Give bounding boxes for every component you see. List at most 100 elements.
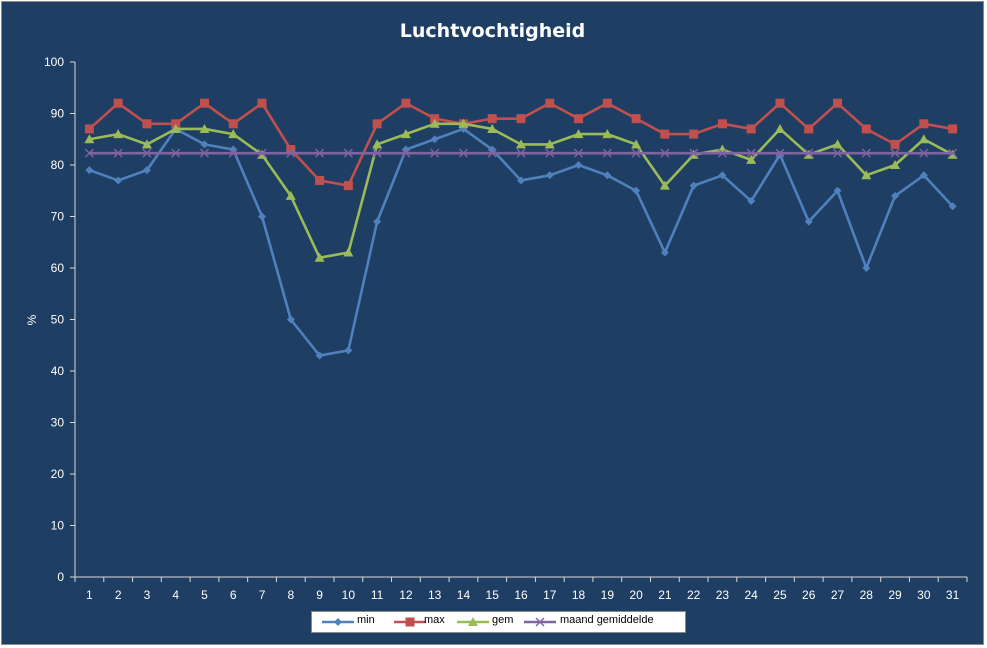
legend-label-max: max (424, 614, 445, 626)
x-tick-label: 30 (917, 588, 931, 602)
data-point-max (199, 98, 209, 108)
data-point-max (631, 114, 641, 124)
data-point-max (775, 98, 785, 108)
data-point-max (142, 119, 152, 129)
data-point-min (919, 171, 928, 180)
data-point-min (862, 264, 871, 272)
data-point-max (343, 181, 353, 191)
x-tick-label: 20 (629, 588, 643, 602)
data-point-max (804, 124, 814, 134)
data-point-min (517, 176, 525, 185)
data-point-min (258, 212, 267, 221)
data-point-maand-gemiddelde (746, 148, 756, 158)
data-point-max (516, 114, 526, 124)
series-line-min (88, 127, 954, 357)
data-point-min (718, 171, 727, 180)
data-point-maand-gemiddelde (84, 148, 94, 158)
x-tick-label: 25 (773, 588, 787, 602)
data-point-max (948, 124, 958, 134)
data-point-gem (544, 139, 555, 149)
data-point-max (574, 114, 584, 124)
data-point-max (372, 119, 382, 129)
chart-title: Luchtvochtigheid (399, 20, 586, 42)
x-tick-label: 26 (802, 588, 816, 602)
data-point-gem (573, 129, 584, 139)
x-tick-label: 6 (230, 588, 237, 602)
data-point-min (114, 176, 123, 185)
x-tick-label: 5 (201, 588, 208, 602)
data-point-maand-gemiddelde (487, 148, 497, 158)
y-tick-label: 40 (51, 364, 65, 378)
x-tick-label: 22 (687, 588, 701, 602)
data-point-gem (832, 139, 843, 149)
data-point-min (430, 135, 439, 144)
x-tick-label: 9 (316, 588, 323, 602)
data-point-min (804, 217, 813, 226)
data-point-maand-gemiddelde (199, 148, 210, 158)
data-point-maand-gemiddelde (631, 148, 641, 158)
legend-label-gem: gem (492, 614, 514, 626)
x-tick-label: 24 (745, 588, 759, 602)
data-point-maand-gemiddelde (660, 148, 670, 158)
data-point-min (545, 171, 554, 180)
y-tick-label: 70 (51, 210, 65, 224)
data-point-gem (199, 123, 210, 133)
legend-symbol-max (405, 617, 415, 627)
data-point-min (574, 161, 583, 169)
series-maand-gemiddelde (84, 148, 958, 158)
data-point-maand-gemiddelde (257, 148, 267, 158)
data-point-min (200, 140, 209, 149)
data-point-maand-gemiddelde (545, 148, 555, 158)
data-point-gem (285, 190, 296, 200)
data-point-gem (487, 123, 498, 133)
x-tick-label: 3 (144, 588, 151, 602)
x-tick-label: 23 (716, 588, 730, 602)
series-min (85, 124, 957, 360)
data-point-min (85, 166, 94, 175)
data-point-maand-gemiddelde (717, 148, 727, 158)
data-point-min (286, 315, 295, 324)
data-point-gem (141, 139, 152, 149)
data-point-min (315, 351, 324, 360)
data-point-gem (314, 252, 325, 262)
data-point-max (746, 124, 756, 134)
x-tick-label: 14 (457, 588, 471, 602)
data-point-min (660, 248, 669, 257)
data-point-max (861, 124, 871, 134)
data-point-maand-gemiddelde (430, 148, 440, 158)
x-tick-label: 28 (860, 588, 874, 602)
data-point-maand-gemiddelde (602, 148, 612, 158)
y-tick-label: 30 (51, 416, 65, 430)
data-point-gem (602, 129, 613, 139)
legend-symbol-maand-gemiddelde (535, 617, 545, 627)
data-point-max (919, 119, 929, 129)
x-tick-label: 15 (486, 588, 500, 602)
x-tick-label: 18 (572, 588, 586, 602)
data-point-gem (890, 160, 901, 169)
data-point-min (344, 346, 353, 355)
data-point-gem (458, 118, 469, 128)
x-tick-label: 8 (287, 588, 294, 602)
y-tick-label: 50 (51, 313, 65, 327)
data-point-max (660, 129, 670, 139)
x-tick-label: 19 (601, 588, 615, 602)
legend-marker-max (394, 614, 426, 630)
data-point-max (286, 145, 296, 155)
x-tick-label: 13 (428, 588, 442, 602)
data-point-maand-gemiddelde (343, 148, 353, 158)
data-point-gem (228, 129, 239, 139)
y-tick-label: 90 (51, 107, 65, 121)
data-point-min (948, 202, 957, 211)
data-point-max (401, 98, 411, 108)
data-point-min (142, 166, 151, 175)
data-point-gem (170, 123, 181, 133)
data-point-maand-gemiddelde (689, 148, 699, 158)
data-point-min (689, 181, 698, 190)
legend-label-min: min (357, 614, 375, 626)
data-point-maand-gemiddelde (228, 148, 238, 158)
y-tick-label: 60 (51, 261, 65, 275)
data-point-max (257, 98, 267, 108)
